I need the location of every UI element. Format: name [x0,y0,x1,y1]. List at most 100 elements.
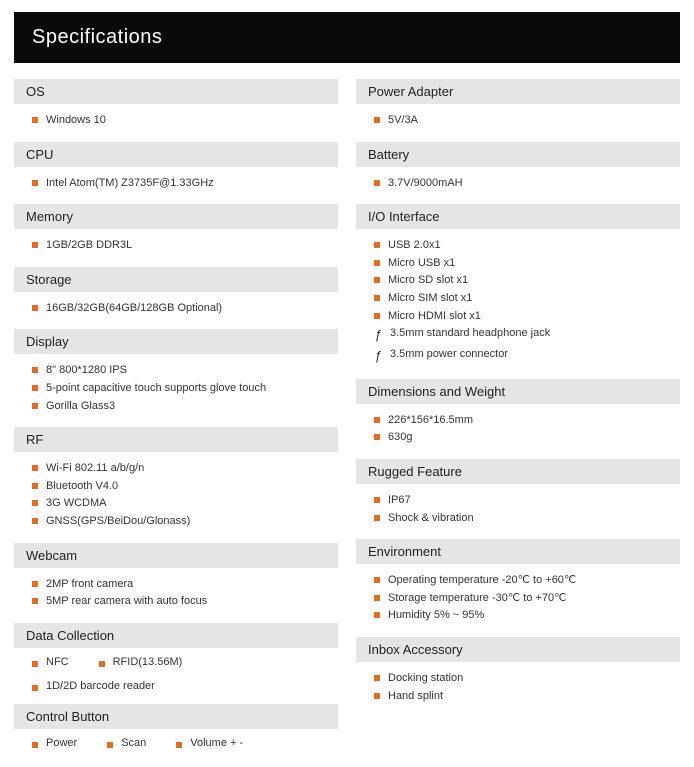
spec-item: 8" 800*1280 IPS [32,362,338,380]
spec-item: Bluetooth V4.0 [32,478,338,496]
spec-item-text: NFC [46,656,69,668]
spec-item: 16GB/32GB(64GB/128GB Optional) [32,300,338,318]
spec-item-text: 8" 800*1280 IPS [46,362,127,380]
spec-item-text: 3G WCDMA [46,495,107,513]
square-bullet-icon [374,417,380,423]
section-header: Storage [14,267,338,292]
columns: OS Windows 10 CPU Intel Atom(TM) Z3735F@1.3… [14,71,680,753]
spec-item: 5V/3A [374,112,680,130]
square-bullet-icon [99,661,105,667]
spec-item: 3G WCDMA [32,495,338,513]
spec-item: Windows 10 [32,112,338,130]
inline-item-row: PowerScanVolume + - [14,729,338,753]
spec-item: Shock & vibration [374,510,680,528]
spec-item-text: RFID(13.56M) [113,656,183,668]
section-header: Webcam [14,543,338,568]
square-bullet-icon [374,595,380,601]
item-list: 16GB/32GB(64GB/128GB Optional) [14,292,338,322]
item-list: IP67Shock & vibration [356,484,680,531]
section-header: Environment [356,539,680,564]
square-bullet-icon [374,497,380,503]
square-bullet-icon [374,117,380,123]
section-header: CPU [14,142,338,167]
spec-item-text: 5MP rear camera with auto focus [46,593,207,611]
item-list: Operating temperature -20℃ to +60℃Storag… [356,564,680,629]
spec-item-text: 1D/2D barcode reader [46,680,155,692]
spec-item: 630g [374,429,680,447]
square-bullet-icon [374,693,380,699]
item-list: Intel Atom(TM) Z3735F@1.33GHz [14,167,338,197]
spec-item: Micro SD slot x1 [374,272,680,290]
square-bullet-icon [107,742,113,748]
spec-item: IP67 [374,492,680,510]
spec-item: Micro HDMI slot x1 [374,308,680,326]
right-column: Power Adapter5V/3ABattery3.7V/9000mAHI/O… [356,71,680,753]
square-bullet-icon [374,295,380,301]
spec-item: ƒ3.5mm standard headphone jack [374,325,680,346]
spec-item-text: 630g [388,429,412,447]
spec-item: Scan [107,737,146,749]
spec-item: Operating temperature -20℃ to +60℃ [374,572,680,590]
spec-item-text: Operating temperature -20℃ to +60℃ [388,572,576,590]
section-header: Data Collection [14,623,338,648]
spec-item-text: Scan [121,737,146,749]
square-bullet-icon [374,434,380,440]
item-list: 8" 800*1280 IPS5-point capacitive touch … [14,354,338,419]
spec-item-text: Hand splint [388,688,443,706]
spec-item-text: Intel Atom(TM) Z3735F@1.33GHz [46,175,214,193]
square-bullet-icon [32,305,38,311]
spec-item: Power [32,737,77,749]
square-bullet-icon [32,367,38,373]
spec-item-text: Wi-Fi 802.11 a/b/g/n [46,460,144,478]
spec-item: NFC [32,656,69,668]
square-bullet-icon [32,685,38,691]
section-header: Inbox Accessory [356,637,680,662]
square-bullet-icon [32,403,38,409]
spec-item-text: Micro SIM slot x1 [388,290,472,308]
square-bullet-icon [374,277,380,283]
square-bullet-icon [32,117,38,123]
spec-item-text: 5V/3A [388,112,418,130]
square-bullet-icon [32,180,38,186]
spec-item: Gorilla Glass3 [32,398,338,416]
spec-item: Micro USB x1 [374,255,680,273]
square-bullet-icon [374,313,380,319]
item-list: 5V/3A [356,104,680,134]
spec-item: RFID(13.56M) [99,656,183,668]
spec-item-text: 3.7V/9000mAH [388,175,463,193]
section-header: Dimensions and Weight [356,379,680,404]
spec-item-text: IP67 [388,492,411,510]
square-bullet-icon [374,260,380,266]
item-list: Wi-Fi 802.11 a/b/g/nBluetooth V4.03G WCD… [14,452,338,534]
item-list: Docking stationHand splint [356,662,680,709]
spec-item: Docking station [374,670,680,688]
spec-item: ƒ3.5mm power connector [374,346,680,367]
item-list: 2MP front camera5MP rear camera with aut… [14,568,338,615]
spec-item: 5-point capacitive touch supports glove … [32,380,338,398]
spec-item: 226*156*16.5mm [374,412,680,430]
section-header: OS [14,79,338,104]
section-header: Control Button [14,704,338,729]
curly-bullet-icon: ƒ [374,346,382,367]
spec-item-text: Micro HDMI slot x1 [388,308,481,326]
spec-item: Intel Atom(TM) Z3735F@1.33GHz [32,175,338,193]
square-bullet-icon [32,242,38,248]
spec-item: 5MP rear camera with auto focus [32,593,338,611]
square-bullet-icon [374,515,380,521]
spec-item-text: GNSS(GPS/BeiDou/Glonass) [46,513,190,531]
spec-item: USB 2.0x1 [374,237,680,255]
spec-item-text: USB 2.0x1 [388,237,441,255]
spec-item-text: 16GB/32GB(64GB/128GB Optional) [46,300,222,318]
spec-item: GNSS(GPS/BeiDou/Glonass) [32,513,338,531]
item-list: 1GB/2GB DDR3L [14,229,338,259]
section-header: Display [14,329,338,354]
item-list: USB 2.0x1Micro USB x1Micro SD slot x1Mic… [356,229,680,371]
spec-item-text: 3.5mm standard headphone jack [390,325,550,343]
section-header: Battery [356,142,680,167]
square-bullet-icon [374,675,380,681]
spec-item: 2MP front camera [32,576,338,594]
section-header: Memory [14,204,338,229]
item-list: 3.7V/9000mAH [356,167,680,197]
item-list: 226*156*16.5mm630g [356,404,680,451]
item-list: Windows 10 [14,104,338,134]
